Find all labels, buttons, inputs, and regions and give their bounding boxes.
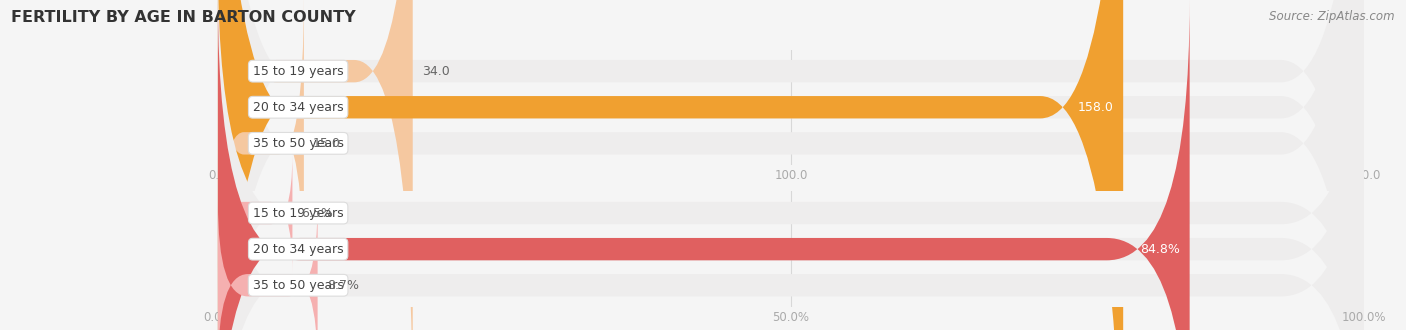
Text: 35 to 50 years: 35 to 50 years xyxy=(253,279,343,292)
Text: 15.0: 15.0 xyxy=(314,137,340,150)
FancyBboxPatch shape xyxy=(218,202,318,330)
Text: 35 to 50 years: 35 to 50 years xyxy=(253,137,343,150)
Text: 84.8%: 84.8% xyxy=(1140,243,1181,256)
Text: 20 to 34 years: 20 to 34 years xyxy=(253,243,343,256)
Text: 8.7%: 8.7% xyxy=(326,279,359,292)
FancyBboxPatch shape xyxy=(218,0,413,330)
Text: 34.0: 34.0 xyxy=(422,65,450,78)
Text: 15 to 19 years: 15 to 19 years xyxy=(253,65,343,78)
Text: 158.0: 158.0 xyxy=(1078,101,1114,114)
FancyBboxPatch shape xyxy=(218,0,1364,330)
Text: Source: ZipAtlas.com: Source: ZipAtlas.com xyxy=(1270,10,1395,23)
FancyBboxPatch shape xyxy=(218,0,1364,330)
FancyBboxPatch shape xyxy=(218,0,1123,330)
FancyBboxPatch shape xyxy=(218,0,1364,330)
Text: 15 to 19 years: 15 to 19 years xyxy=(253,207,343,219)
Text: 6.5%: 6.5% xyxy=(301,207,333,219)
Text: 20 to 34 years: 20 to 34 years xyxy=(253,101,343,114)
FancyBboxPatch shape xyxy=(218,0,1364,330)
FancyBboxPatch shape xyxy=(218,0,304,295)
FancyBboxPatch shape xyxy=(218,0,1364,330)
FancyBboxPatch shape xyxy=(218,35,1364,330)
Text: FERTILITY BY AGE IN BARTON COUNTY: FERTILITY BY AGE IN BARTON COUNTY xyxy=(11,10,356,25)
FancyBboxPatch shape xyxy=(218,154,292,272)
FancyBboxPatch shape xyxy=(218,0,1189,330)
